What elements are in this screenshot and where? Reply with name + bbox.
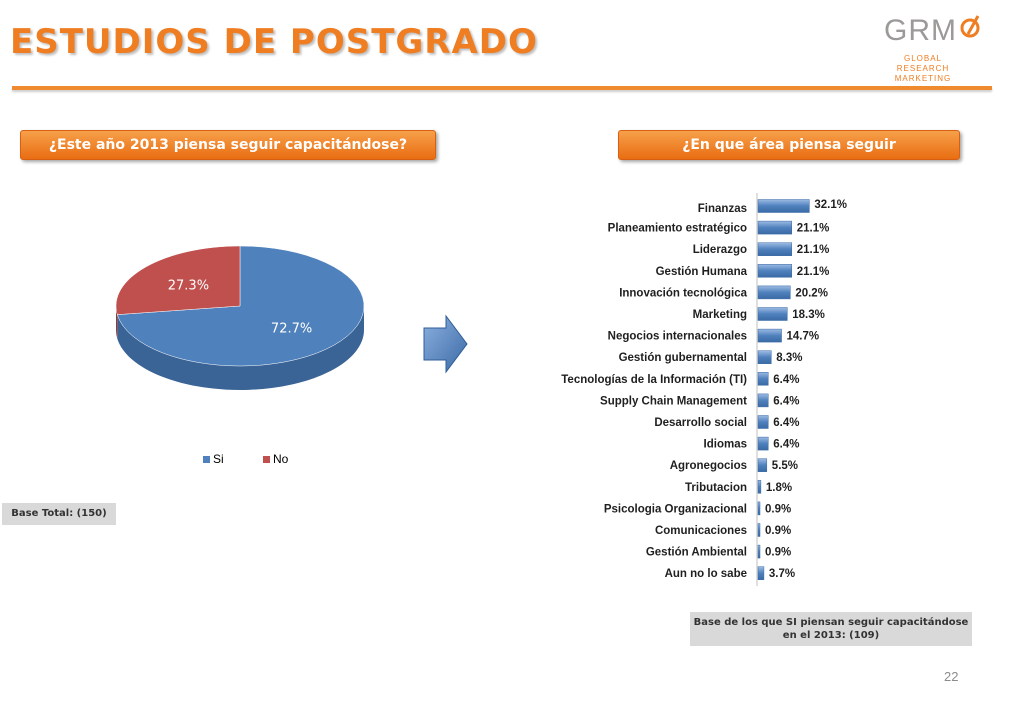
bar (757, 285, 791, 300)
bar-value-label: 32.1% (814, 199, 847, 211)
bar-value-label: 20.2% (795, 287, 828, 299)
bar-category-label: Finanzas (698, 203, 747, 215)
logo-letters: GRM (884, 14, 957, 47)
bar (757, 393, 769, 408)
bar (757, 501, 761, 516)
bar (757, 199, 810, 213)
logo-line1: GLOBAL RESEARCH (896, 54, 950, 73)
bar-category-label: Negocios internacionales (608, 331, 747, 343)
bar (757, 436, 769, 451)
bar-value-label: 6.4% (773, 395, 799, 407)
legend-label-si: Si (213, 452, 224, 466)
bar-category-label: Marketing (693, 309, 747, 321)
logo-subtitle: GLOBAL RESEARCH MARKETING (878, 54, 968, 84)
header-divider (12, 86, 992, 90)
base-total-box: Base Total: (150) (2, 503, 116, 525)
question-left: ¿Este año 2013 piensa seguir capacitándo… (20, 130, 436, 160)
legend-swatch-si (203, 456, 210, 464)
bar-value-label: 0.9% (765, 525, 791, 537)
pie-label-no: 27.3% (168, 278, 209, 293)
bar (757, 264, 793, 278)
bar-value-label: 8.3% (776, 352, 802, 364)
bar (757, 415, 769, 429)
bar-category-label: Gestión Humana (656, 266, 748, 278)
page-title: ESTUDIOS DE POSTGRADO (10, 22, 538, 62)
bar-value-label: 0.9% (765, 547, 791, 559)
bar-value-label: 6.4% (773, 417, 799, 429)
logo-swirl-icon (960, 15, 980, 38)
bar-category-label: Agronegocios (670, 460, 747, 472)
bar-value-label: 21.1% (797, 244, 830, 256)
bar-value-label: 6.4% (773, 439, 799, 451)
pie-slice-no (115, 245, 241, 315)
arrow-right-icon (423, 314, 468, 374)
legend-item-si: Si (203, 452, 224, 466)
bar-value-label: 21.1% (797, 223, 830, 235)
bar-category-label: Gestión Ambiental (646, 547, 747, 559)
legend-label-no: No (273, 452, 289, 466)
legend-swatch-no (263, 456, 270, 464)
pie-slice-si (116, 245, 365, 367)
bar-value-label: 5.5% (772, 460, 798, 472)
pie-slice-side-si (117, 306, 364, 390)
bar-chart: Finanzas 32.1% Planeamiento estratégico 21.… (561, 193, 847, 586)
bar-value-label: 21.1% (797, 266, 830, 278)
bar-value-label: 14.7% (787, 331, 820, 343)
bar-category-label: Psicologia Organizacional (604, 503, 747, 515)
bar-category-label: Liderazgo (693, 244, 747, 256)
bar (757, 458, 768, 472)
bar (757, 523, 761, 537)
bar-category-label: Comunicaciones (655, 525, 747, 537)
page-number: 22 (944, 669, 959, 684)
bar-value-label: 18.3% (792, 309, 825, 321)
bar (757, 566, 765, 580)
bar-category-label: Tributacion (685, 482, 747, 494)
base-si-box: Base de los que SI piensan seguir capaci… (690, 612, 972, 646)
pie-chart: 72.7% 27.3% (115, 245, 365, 390)
bar (757, 328, 782, 343)
pie-label-si: 72.7% (271, 322, 312, 337)
bar-value-label: 6.4% (773, 374, 799, 386)
bar-category-label: Innovación tecnológica (619, 287, 747, 299)
bar-value-label: 0.9% (765, 503, 791, 515)
bar-category-label: Desarrollo social (654, 417, 747, 429)
logo-line2: MARKETING (894, 74, 952, 83)
bar-category-label: Planeamiento estratégico (608, 223, 747, 235)
bar (757, 372, 769, 386)
bar-category-label: Tecnologías de la Información (TI) (561, 374, 747, 386)
bar (757, 350, 772, 364)
bar-category-label: Aun no lo sabe (665, 568, 747, 580)
grm-logo: GRM GLOBAL RESEARCH MARKETING (878, 10, 988, 83)
bar (757, 220, 793, 235)
legend-item-no: No (263, 452, 288, 466)
bar-category-label: Gestión gubernamental (619, 352, 747, 364)
bar-category-label: Supply Chain Management (600, 395, 747, 407)
question-right: ¿En que área piensa seguir capacitándose… (618, 130, 960, 181)
bar-value-label: 1.8% (766, 482, 792, 494)
bar-category-label: Idiomas (704, 439, 747, 451)
bar (757, 307, 788, 321)
bar-value-label: 3.7% (769, 568, 795, 580)
bar (757, 242, 793, 256)
bar (757, 480, 762, 494)
bar (757, 544, 761, 559)
